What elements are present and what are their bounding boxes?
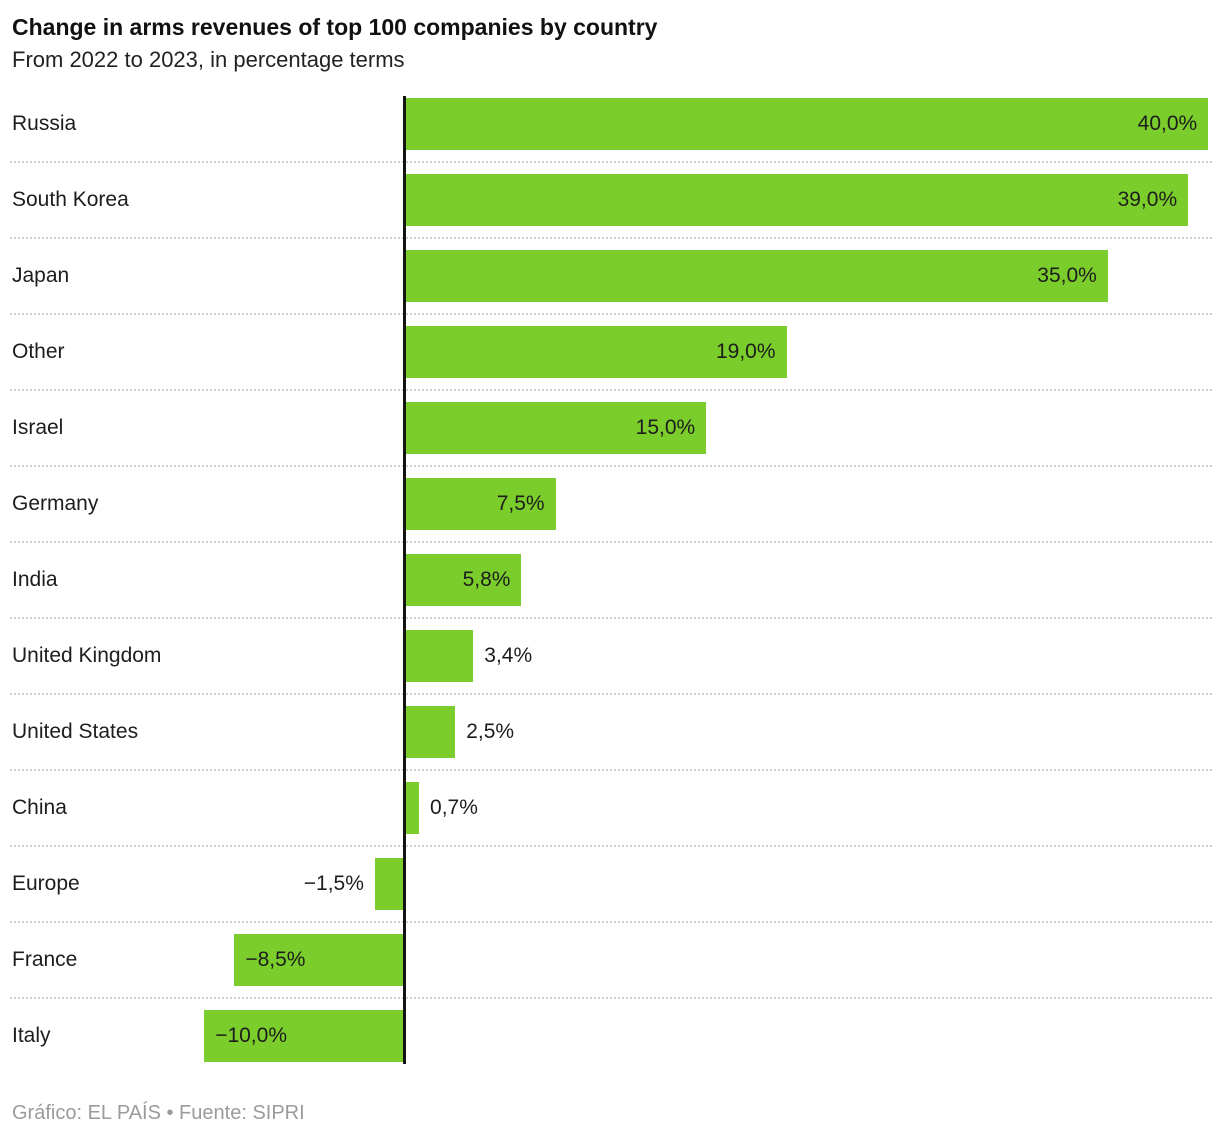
value-label: 5,8% <box>462 568 511 591</box>
bar <box>405 706 456 758</box>
row-separator <box>10 541 1212 543</box>
bar <box>204 1010 405 1062</box>
category-label: Other <box>12 340 65 363</box>
value-label: −10,0% <box>215 1024 287 1047</box>
bar <box>405 326 787 378</box>
row-separator <box>10 465 1212 467</box>
chart-row: Japan 35,0% <box>0 250 1220 326</box>
chart-row: Israel 15,0% <box>0 402 1220 478</box>
chart-row: Italy −10,0% <box>0 1010 1220 1086</box>
value-label: −1,5% <box>303 872 364 895</box>
chart-row: Europe −1,5% <box>0 858 1220 934</box>
value-label: −8,5% <box>245 948 306 971</box>
category-label: United States <box>12 720 139 743</box>
bar <box>405 402 707 454</box>
category-label: Israel <box>12 416 64 439</box>
chart-row: South Korea 39,0% <box>0 174 1220 250</box>
row-separator <box>10 769 1212 771</box>
chart-row: Russia 40,0% <box>0 98 1220 174</box>
value-label: 7,5% <box>496 492 545 515</box>
value-label: 40,0% <box>1137 112 1198 135</box>
category-label: India <box>12 568 58 591</box>
bar <box>405 250 1108 302</box>
category-label: China <box>12 796 67 819</box>
value-label: 15,0% <box>635 416 696 439</box>
bar <box>405 630 474 682</box>
chart-row: France −8,5% <box>0 934 1220 1010</box>
bar <box>405 782 420 834</box>
category-label: Germany <box>12 492 99 515</box>
row-separator <box>10 921 1212 923</box>
source-credit: Gráfico: EL PAÍS • Fuente: SIPRI <box>12 1102 305 1124</box>
chart-row: United States 2,5% <box>0 706 1220 782</box>
value-label: 0,7% <box>430 796 478 819</box>
bar <box>405 98 1209 150</box>
bar <box>234 934 405 986</box>
bar <box>405 478 556 530</box>
bar <box>374 858 405 910</box>
category-label: South Korea <box>12 188 129 211</box>
row-separator <box>10 389 1212 391</box>
value-label: 3,4% <box>484 644 533 667</box>
row-separator <box>10 237 1212 239</box>
value-label: 39,0% <box>1117 188 1178 211</box>
bar <box>405 554 522 606</box>
value-label: 19,0% <box>715 340 776 363</box>
chart-row: Other 19,0% <box>0 326 1220 402</box>
value-label: 35,0% <box>1037 264 1097 287</box>
bar <box>405 174 1189 226</box>
row-separator <box>10 617 1212 619</box>
category-label: Europe <box>12 872 80 895</box>
row-separator <box>10 845 1212 847</box>
category-label: Italy <box>12 1024 51 1047</box>
chart-row: China 0,7% <box>0 782 1220 858</box>
category-label: Russia <box>12 112 77 135</box>
chart-row: India 5,8% <box>0 554 1220 630</box>
chart-row: Germany 7,5% <box>0 478 1220 554</box>
category-label: Japan <box>12 264 70 287</box>
row-separator <box>10 997 1212 999</box>
chart-title: Change in arms revenues of top 100 compa… <box>12 14 658 40</box>
chart-subtitle: From 2022 to 2023, in percentage terms <box>12 47 405 72</box>
row-separator <box>10 313 1212 315</box>
bar-chart: Russia 40,0% South Korea 39,0% Japan 35,0% Oth… <box>0 96 1220 1086</box>
category-label: United Kingdom <box>12 644 162 667</box>
category-label: France <box>12 948 78 971</box>
chart-row: United Kingdom 3,4% <box>0 630 1220 706</box>
row-separator <box>10 161 1212 163</box>
value-label: 2,5% <box>466 720 515 743</box>
zero-axis-line <box>403 96 406 1064</box>
row-separator <box>10 693 1212 695</box>
